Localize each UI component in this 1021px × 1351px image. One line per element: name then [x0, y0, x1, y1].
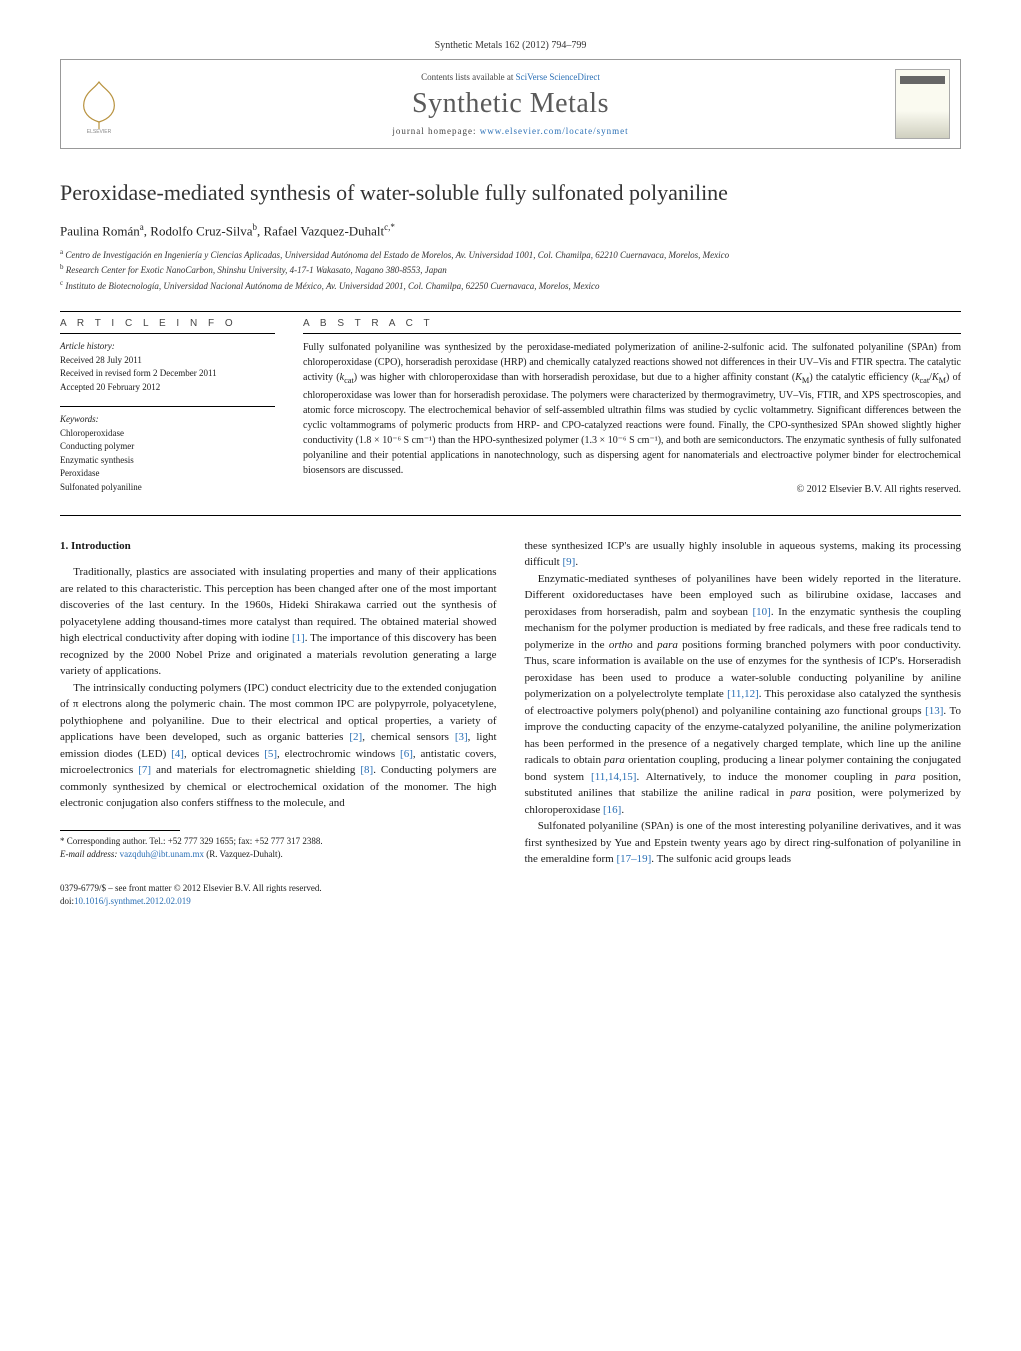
affil-b-mark: b	[60, 263, 64, 271]
received-date: Received 28 July 2011	[60, 354, 275, 368]
article-info-column: A R T I C L E I N F O Article history: R…	[60, 318, 275, 494]
contents-lists-line: Contents lists available at SciVerse Sci…	[421, 72, 600, 82]
section-1-heading: 1. Introduction	[60, 538, 497, 555]
corresponding-author-footnote: * Corresponding author. Tel.: +52 777 32…	[60, 835, 497, 860]
journal-citation: Synthetic Metals 162 (2012) 794–799	[60, 40, 961, 51]
affil-b-text: Research Center for Exotic NanoCarbon, S…	[66, 265, 447, 275]
footnote-rule	[60, 830, 180, 831]
journal-cover-icon	[895, 69, 950, 139]
author-2-mark: b	[252, 222, 257, 232]
author-1: Paulina Román	[60, 223, 140, 238]
keyword-3: Enzymatic synthesis	[60, 454, 275, 468]
body-p1: Traditionally, plastics are associated w…	[60, 564, 497, 680]
affil-a-text: Centro de Investigación en Ingeniería y …	[65, 250, 729, 260]
article-title: Peroxidase-mediated synthesis of water-s…	[60, 179, 961, 208]
cover-thumbnail-area	[885, 60, 960, 148]
contents-prefix: Contents lists available at	[421, 72, 515, 82]
body-p4: Enzymatic-mediated syntheses of polyanil…	[525, 571, 962, 819]
body-p5: Sulfonated polyaniline (SPAn) is one of …	[525, 818, 962, 868]
email-label: E-mail address:	[60, 849, 120, 859]
abstract-column: A B S T R A C T Fully sulfonated polyani…	[303, 318, 961, 494]
keyword-5: Sulfonated polyaniline	[60, 481, 275, 495]
banner-center: Contents lists available at SciVerse Sci…	[136, 60, 885, 148]
author-1-mark: a	[140, 222, 144, 232]
affiliation-c: c Instituto de Biotecnología, Universida…	[60, 278, 961, 294]
history-label: Article history:	[60, 340, 275, 354]
doi-prefix: doi:	[60, 896, 74, 906]
corr-email-link[interactable]: vazqduh@ibt.unam.mx	[120, 849, 204, 859]
abstract-heading: A B S T R A C T	[303, 318, 961, 329]
homepage-prefix: journal homepage:	[392, 126, 479, 136]
author-3: Rafael Vazquez-Duhalt	[263, 223, 384, 238]
journal-title: Synthetic Metals	[412, 88, 609, 120]
affiliations: a Centro de Investigación en Ingeniería …	[60, 247, 961, 294]
accepted-date: Accepted 20 February 2012	[60, 381, 275, 395]
body-p3: these synthesized ICP's are usually high…	[525, 538, 962, 571]
svg-text:ELSEVIER: ELSEVIER	[86, 129, 111, 134]
issn-line: 0379-6779/$ – see front matter © 2012 El…	[60, 882, 497, 895]
authors-line: Paulina Romána, Rodolfo Cruz-Silvab, Raf…	[60, 222, 961, 239]
keyword-4: Peroxidase	[60, 467, 275, 481]
publisher-logo-area: ELSEVIER	[61, 60, 136, 148]
corr-tel-fax: * Corresponding author. Tel.: +52 777 32…	[60, 835, 497, 848]
divider-bottom	[60, 515, 961, 516]
homepage-link[interactable]: www.elsevier.com/locate/synmet	[480, 126, 629, 136]
body-text: 1. Introduction Traditionally, plastics …	[60, 538, 961, 907]
keywords-block: Keywords: Chloroperoxidase Conducting po…	[60, 413, 275, 494]
abstract-copyright: © 2012 Elsevier B.V. All rights reserved…	[303, 484, 961, 495]
abstract-text: Fully sulfonated polyaniline was synthes…	[303, 340, 961, 477]
affil-c-text: Instituto de Biotecnología, Universidad …	[65, 281, 599, 291]
elsevier-tree-logo-icon: ELSEVIER	[74, 74, 124, 134]
homepage-line: journal homepage: www.elsevier.com/locat…	[392, 126, 628, 136]
sciencedirect-link[interactable]: SciVerse ScienceDirect	[516, 72, 600, 82]
affil-c-mark: c	[60, 279, 63, 287]
affiliation-b: b Research Center for Exotic NanoCarbon,…	[60, 262, 961, 278]
email-suffix: (R. Vazquez-Duhalt).	[204, 849, 283, 859]
author-2: Rodolfo Cruz-Silva	[150, 223, 252, 238]
history-block: Article history: Received 28 July 2011 R…	[60, 340, 275, 394]
keyword-1: Chloroperoxidase	[60, 427, 275, 441]
keywords-label: Keywords:	[60, 413, 275, 427]
doi-link[interactable]: 10.1016/j.synthmet.2012.02.019	[74, 896, 191, 906]
revised-date: Received in revised form 2 December 2011	[60, 367, 275, 381]
journal-banner: ELSEVIER Contents lists available at Sci…	[60, 59, 961, 149]
bottom-meta: 0379-6779/$ – see front matter © 2012 El…	[60, 882, 497, 907]
divider-top	[60, 311, 961, 312]
affiliation-a: a Centro de Investigación en Ingeniería …	[60, 247, 961, 263]
body-p2: The intrinsically conducting polymers (I…	[60, 680, 497, 812]
doi-line: doi:10.1016/j.synthmet.2012.02.019	[60, 895, 497, 908]
article-info-heading: A R T I C L E I N F O	[60, 318, 275, 329]
author-3-mark: c,*	[384, 222, 395, 232]
keyword-2: Conducting polymer	[60, 440, 275, 454]
corr-email-line: E-mail address: vazqduh@ibt.unam.mx (R. …	[60, 848, 497, 861]
affil-a-mark: a	[60, 248, 63, 256]
